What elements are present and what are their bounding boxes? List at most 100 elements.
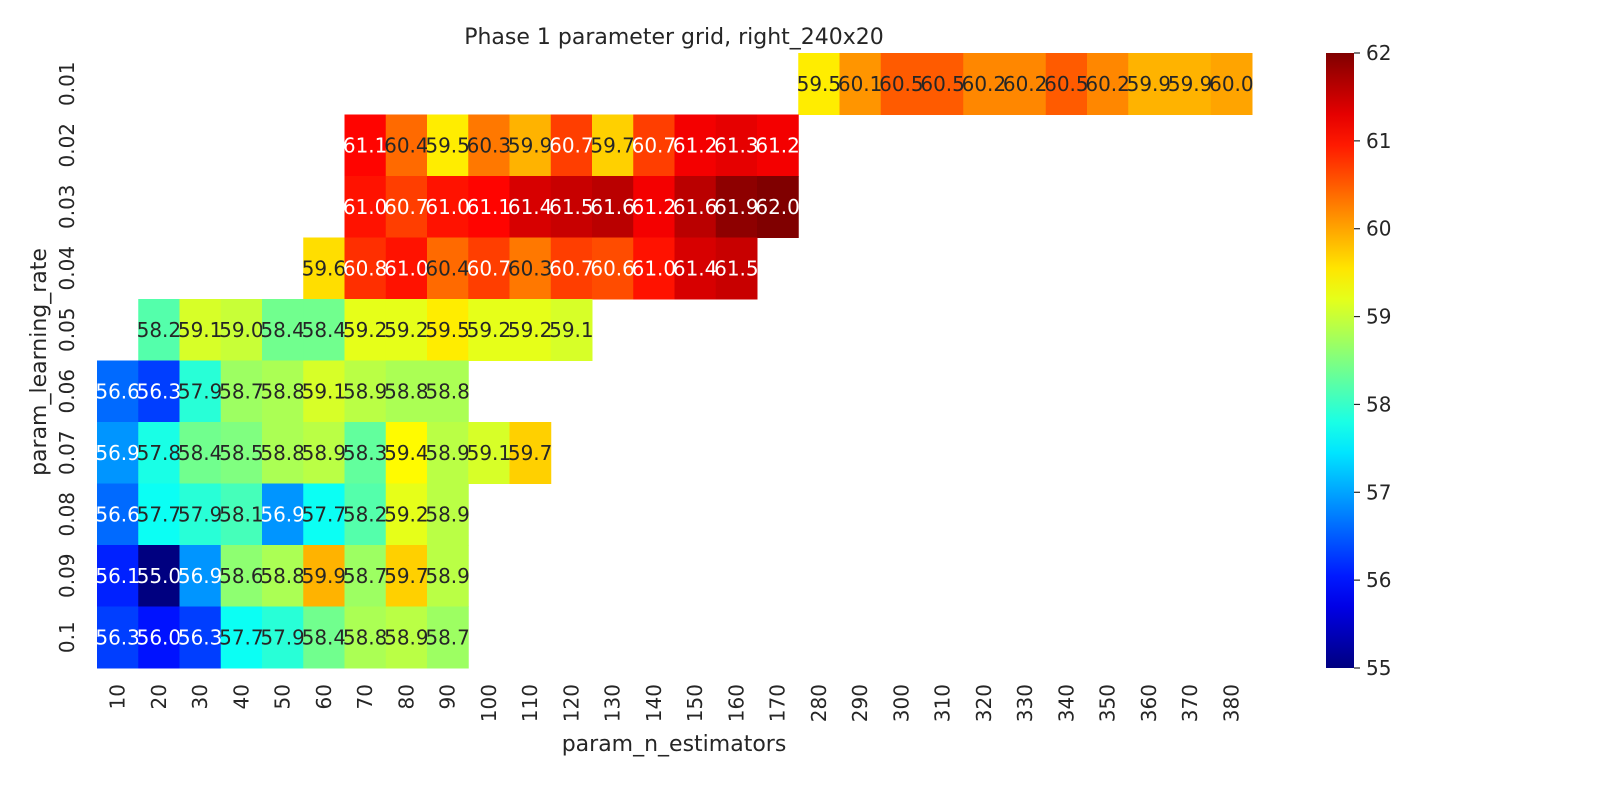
- heatmap-cell: [715, 176, 758, 238]
- x-tick-label: 280: [807, 684, 831, 722]
- heatmap-cell: [385, 176, 428, 238]
- heatmap-cell: [220, 483, 263, 546]
- heatmap-cell: [550, 114, 593, 177]
- cell-value-label: 61.9: [714, 195, 759, 219]
- x-tick-label: 340: [1054, 684, 1078, 722]
- cell-value-label: 61.0: [384, 256, 429, 280]
- cell-value-label: 59.5: [425, 133, 470, 157]
- cell-value-label: 58.8: [425, 379, 470, 403]
- cell-value-label: 61.3: [714, 133, 759, 157]
- cell-value-label: 60.2: [962, 72, 1007, 96]
- heatmap-cell: [344, 237, 387, 300]
- heatmap-cell: [427, 360, 469, 423]
- heatmap-cell: [344, 114, 387, 177]
- heatmap-cell: [344, 483, 387, 546]
- heatmap-cell: [138, 422, 180, 484]
- cell-value-label: 58.2: [343, 502, 388, 526]
- cell-value-label: 56.0: [137, 625, 182, 649]
- y-axis-label: param_learning_rate: [27, 248, 52, 476]
- heatmap-cell: [715, 237, 758, 300]
- heatmap-cell: [385, 237, 428, 300]
- y-tick-label: 0.04: [55, 246, 79, 291]
- cell-value-label: 61.0: [343, 195, 388, 219]
- cell-value-label: 59.2: [508, 318, 553, 342]
- cell-value-label: 59.6: [302, 256, 347, 280]
- heatmap-cell: [1004, 53, 1047, 115]
- heatmap-cell: [674, 114, 717, 177]
- cell-value-label: 60.4: [425, 256, 470, 280]
- heatmap-cell: [344, 606, 387, 669]
- heatmap-cell: [303, 483, 345, 546]
- cell-value-label: 60.7: [467, 256, 512, 280]
- heatmap-cell: [509, 114, 552, 177]
- cell-value-label: 58.9: [425, 441, 470, 465]
- heatmap-cell: [509, 237, 552, 300]
- cell-value-label: 56.9: [95, 441, 140, 465]
- cell-value-label: 58.7: [425, 625, 470, 649]
- colorbar-tick-label: 62: [1366, 41, 1391, 65]
- heatmap-cell: [262, 483, 304, 546]
- heatmap-cell: [303, 299, 345, 361]
- cell-value-label: 58.4: [260, 318, 305, 342]
- heatmap-cell: [385, 422, 428, 484]
- cell-value-label: 61.2: [632, 195, 677, 219]
- y-tick-label: 0.08: [55, 492, 79, 537]
- heatmap-cell: [1045, 53, 1088, 115]
- cell-value-label: 57.9: [178, 502, 223, 526]
- heatmap-cell: [344, 545, 387, 607]
- heatmap-cell: [344, 176, 387, 238]
- cell-value-label: 60.2: [1085, 72, 1130, 96]
- heatmap-cell: [344, 360, 387, 423]
- heatmap-cell: [385, 114, 428, 177]
- heatmap-cell: [757, 114, 799, 177]
- x-tick-label: 40: [229, 684, 253, 709]
- cell-value-label: 59.1: [178, 318, 223, 342]
- colorbar-tick-label: 60: [1366, 217, 1391, 241]
- x-tick-label: 130: [601, 684, 625, 722]
- cell-value-label: 58.7: [343, 564, 388, 588]
- colorbar-gradient: [1326, 53, 1354, 668]
- heatmap-cell: [97, 545, 139, 607]
- cell-value-label: 58.8: [343, 625, 388, 649]
- cell-value-label: 60.3: [508, 256, 553, 280]
- cell-value-label: 56.1: [95, 564, 140, 588]
- cell-value-label: 56.9: [178, 564, 223, 588]
- heatmap-cell: [592, 176, 634, 238]
- cell-value-label: 56.3: [137, 379, 182, 403]
- heatmap-cell: [592, 237, 634, 300]
- cell-value-label: 56.9: [260, 502, 305, 526]
- cell-value-label: 60.0: [1209, 72, 1254, 96]
- heatmap-cell: [509, 176, 552, 238]
- cell-value-label: 61.5: [714, 256, 759, 280]
- x-tick-label: 90: [436, 684, 460, 709]
- heatmap-cell: [509, 422, 552, 484]
- cell-value-label: 60.7: [549, 133, 594, 157]
- heatmap-cell: [468, 299, 510, 361]
- cell-value-label: 59.1: [302, 379, 347, 403]
- cell-value-label: 61.0: [632, 256, 677, 280]
- cell-value-label: 59.1: [467, 441, 512, 465]
- heatmap-cell: [220, 299, 263, 361]
- cell-value-label: 60.4: [384, 133, 429, 157]
- cell-value-label: 58.9: [302, 441, 347, 465]
- y-tick-label: 0.09: [55, 553, 79, 598]
- heatmap-cell: [385, 299, 428, 361]
- heatmap-cell: [303, 237, 345, 300]
- heatmap-cell: [922, 53, 964, 115]
- cell-value-label: 58.7: [219, 379, 264, 403]
- cell-value-label: 58.5: [219, 441, 264, 465]
- heatmap-cell: [880, 53, 923, 115]
- heatmap-cell: [550, 237, 593, 300]
- cell-value-label: 60.1: [838, 72, 883, 96]
- cell-value-label: 59.9: [508, 133, 553, 157]
- cell-value-label: 61.0: [425, 195, 470, 219]
- cell-value-label: 59.7: [590, 133, 635, 157]
- heatmap-cell: [427, 237, 469, 300]
- cell-value-label: 57.8: [137, 441, 182, 465]
- heatmap-cell: [179, 483, 222, 546]
- cell-value-label: 61.2: [755, 133, 800, 157]
- heatmap-cell: [798, 53, 840, 115]
- heatmap-cell: [385, 483, 428, 546]
- y-tick-label: 0.06: [55, 369, 79, 414]
- heatmap-cell: [179, 422, 222, 484]
